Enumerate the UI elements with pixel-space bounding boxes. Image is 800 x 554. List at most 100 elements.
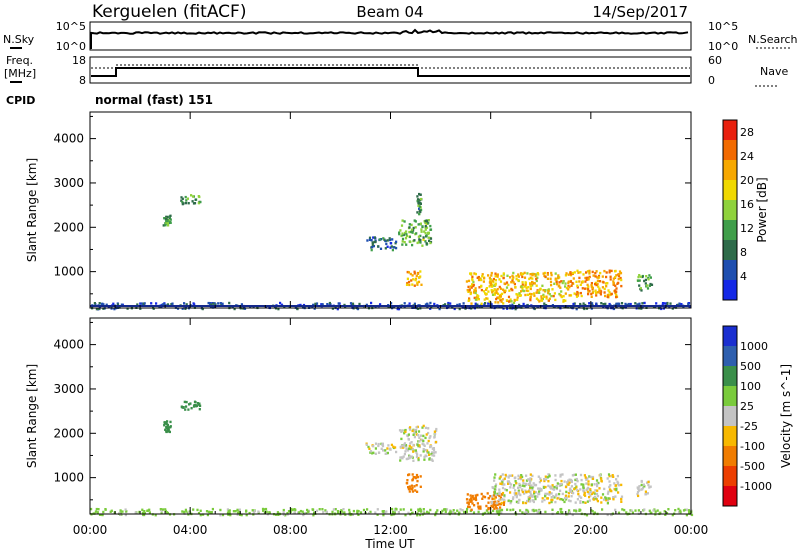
echo-cell	[261, 507, 265, 511]
echo-cell	[525, 289, 528, 292]
echo-cell	[498, 491, 501, 494]
echo-region	[180, 194, 202, 206]
echo-cell	[546, 277, 549, 280]
echo-cell	[194, 198, 197, 201]
velocity-plot-frame	[89, 317, 692, 515]
echo-cell	[190, 194, 193, 197]
echo-cell	[169, 221, 172, 224]
echo-cell	[596, 279, 599, 282]
echo-cell	[575, 477, 578, 481]
echo-cell	[424, 228, 427, 231]
echo-cell	[493, 507, 496, 510]
echo-cell	[541, 500, 544, 503]
echo-cell	[550, 294, 553, 298]
echo-cell	[282, 511, 285, 514]
echo-cell	[637, 279, 640, 282]
echo-region	[398, 424, 438, 462]
echo-cell	[588, 269, 591, 273]
echo-cell	[587, 290, 590, 293]
echo-cell	[96, 511, 99, 514]
echo-cell	[505, 299, 508, 302]
echo-cell	[468, 498, 471, 501]
echo-cell	[527, 498, 530, 501]
echo-cell	[499, 482, 502, 485]
echo-cell	[403, 442, 407, 445]
echo-cell	[618, 302, 621, 306]
echo-cell	[213, 302, 216, 305]
echo-cell	[314, 302, 317, 306]
echo-cell	[403, 443, 406, 446]
echo-cell	[472, 283, 475, 287]
echo-cell	[548, 491, 551, 494]
echo-region	[416, 192, 423, 216]
echo-cell	[605, 497, 608, 500]
echo-cell	[461, 509, 464, 512]
echo-cell	[614, 275, 617, 279]
echo-cell	[522, 272, 525, 275]
echo-cell	[585, 482, 588, 485]
echo-cell	[164, 508, 167, 511]
echo-cell	[417, 203, 420, 206]
echo-cell	[428, 453, 431, 456]
echo-cell	[515, 494, 518, 497]
echo-cell	[551, 487, 555, 491]
echo-cell	[154, 514, 157, 517]
echo-cell	[495, 501, 498, 505]
echo-cell	[528, 496, 531, 499]
echo-cell	[555, 487, 558, 491]
echo-cell	[529, 494, 532, 498]
echo-cell	[422, 439, 425, 443]
echo-cell	[414, 226, 417, 229]
echo-cell	[245, 509, 248, 512]
echo-cell	[593, 483, 596, 486]
echo-cell	[487, 501, 490, 504]
echo-cell	[548, 297, 551, 300]
power-echo-layer	[91, 192, 691, 311]
echo-cell	[529, 298, 532, 302]
colorbar-tick-label: -500	[740, 460, 765, 473]
echo-cell	[160, 509, 163, 513]
echo-cell	[434, 513, 437, 517]
echo-cell	[411, 487, 414, 490]
echo-cell	[647, 480, 650, 484]
echo-cell	[181, 307, 184, 310]
echo-cell	[637, 487, 640, 490]
echo-cell	[198, 402, 201, 405]
echo-cell	[522, 501, 525, 505]
echo-cell	[161, 303, 164, 306]
echo-cell	[368, 512, 371, 515]
echo-cell	[425, 433, 428, 436]
echo-cell	[427, 511, 430, 514]
echo-cell	[238, 509, 241, 513]
y-tick-label: 3000	[53, 382, 84, 396]
echo-cell	[419, 234, 422, 238]
echo-cell	[521, 281, 524, 284]
echo-cell	[228, 511, 231, 515]
echo-cell	[408, 444, 411, 448]
echo-cell	[609, 278, 612, 281]
echo-cell	[207, 510, 210, 514]
echo-cell	[418, 513, 422, 517]
echo-cell	[547, 289, 550, 293]
echo-cell	[539, 288, 542, 291]
echo-cell	[592, 274, 595, 277]
echo-cell	[589, 491, 592, 494]
echo-cell	[521, 283, 524, 286]
echo-cell	[502, 478, 505, 482]
echo-cell	[643, 485, 646, 488]
echo-cell	[619, 276, 622, 280]
echo-cell	[487, 497, 490, 500]
echo-cell	[545, 295, 548, 298]
echo-cell	[481, 497, 484, 500]
echo-cell	[404, 430, 407, 433]
echo-cell	[606, 513, 609, 517]
echo-cell	[136, 303, 139, 306]
echo-cell	[229, 513, 232, 517]
echo-cell	[205, 510, 209, 513]
echo-cell	[426, 451, 429, 454]
echo-cell	[551, 288, 554, 291]
echo-cell	[414, 278, 417, 282]
echo-cell	[608, 271, 611, 274]
echo-cell	[606, 282, 609, 285]
echo-cell	[678, 302, 681, 305]
